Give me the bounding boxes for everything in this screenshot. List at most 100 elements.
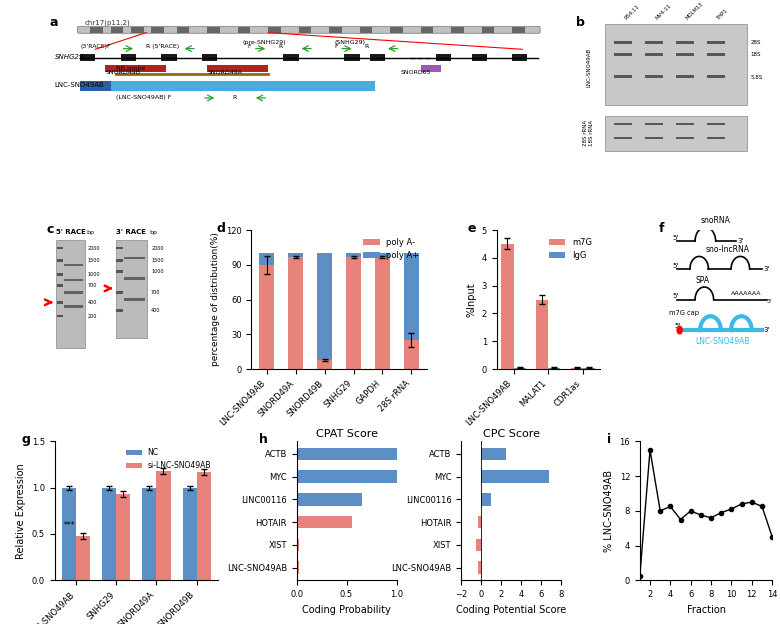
Bar bbox=[56, 285, 63, 287]
Bar bbox=[64, 291, 83, 294]
Bar bbox=[151, 27, 164, 32]
Text: (SNHG29): (SNHG29) bbox=[335, 41, 365, 46]
Text: bp: bp bbox=[150, 230, 158, 235]
Bar bbox=[80, 54, 95, 61]
Text: SNORD65: SNORD65 bbox=[400, 71, 431, 76]
Text: LNC-SNO49AB: LNC-SNO49AB bbox=[587, 48, 591, 87]
Bar bbox=[645, 123, 663, 125]
Text: f: f bbox=[659, 222, 665, 235]
Text: 5': 5' bbox=[672, 293, 679, 299]
Bar bbox=[289, 256, 303, 369]
Text: R: R bbox=[232, 95, 237, 100]
Bar bbox=[583, 368, 595, 369]
Bar bbox=[676, 123, 694, 125]
Bar bbox=[111, 27, 123, 32]
Y-axis label: Relative Expression: Relative Expression bbox=[16, 463, 27, 558]
Bar bbox=[90, 27, 103, 32]
Bar bbox=[296, 470, 396, 483]
Bar bbox=[605, 24, 746, 105]
Bar bbox=[329, 27, 342, 32]
Bar bbox=[197, 472, 211, 580]
Bar bbox=[707, 123, 725, 125]
Bar bbox=[289, 253, 303, 256]
Bar bbox=[404, 340, 419, 369]
Y-axis label: percentage of distribution(%): percentage of distribution(%) bbox=[211, 233, 221, 366]
Bar bbox=[571, 368, 583, 369]
Legend: m7G, IgG: m7G, IgG bbox=[545, 234, 595, 263]
Text: 200: 200 bbox=[87, 314, 97, 319]
Text: R (5'RACE): R (5'RACE) bbox=[146, 44, 179, 49]
Text: 5' RACE: 5' RACE bbox=[56, 229, 86, 235]
Text: snoRNA: snoRNA bbox=[700, 216, 730, 225]
Bar bbox=[207, 65, 268, 72]
Bar bbox=[56, 273, 63, 276]
Text: i: i bbox=[607, 433, 611, 446]
Bar bbox=[296, 562, 299, 574]
Bar bbox=[56, 240, 85, 348]
Bar bbox=[299, 27, 311, 32]
Text: 5.8S: 5.8S bbox=[750, 75, 763, 80]
Bar bbox=[62, 487, 76, 580]
Text: bp: bp bbox=[87, 230, 94, 235]
Text: 3': 3' bbox=[763, 266, 769, 272]
Text: sno-lncRNA: sno-lncRNA bbox=[705, 245, 750, 254]
Text: d: d bbox=[216, 222, 225, 235]
Bar bbox=[513, 368, 526, 369]
Text: a: a bbox=[49, 16, 58, 29]
Y-axis label: % LNC-SNO49AB: % LNC-SNO49AB bbox=[604, 470, 614, 552]
Bar bbox=[143, 487, 157, 580]
Bar bbox=[605, 116, 746, 151]
Bar bbox=[676, 76, 694, 79]
Bar bbox=[131, 27, 144, 32]
Bar bbox=[707, 137, 725, 139]
Text: LNC-SNO49AB: LNC-SNO49AB bbox=[695, 337, 750, 346]
Text: chr17(p11.2): chr17(p11.2) bbox=[85, 20, 131, 26]
Bar bbox=[64, 279, 83, 281]
Title: CPAT Score: CPAT Score bbox=[316, 429, 378, 439]
Bar bbox=[317, 360, 332, 369]
Text: 5': 5' bbox=[675, 323, 681, 329]
Bar bbox=[346, 253, 361, 256]
Text: h: h bbox=[259, 433, 268, 446]
Bar bbox=[115, 240, 147, 338]
Bar bbox=[125, 298, 145, 301]
Bar bbox=[471, 54, 487, 61]
Circle shape bbox=[676, 326, 683, 334]
Bar bbox=[56, 247, 63, 250]
Bar bbox=[548, 368, 560, 369]
Bar bbox=[645, 137, 663, 139]
Bar bbox=[390, 27, 402, 32]
FancyBboxPatch shape bbox=[77, 26, 540, 33]
Bar bbox=[436, 54, 451, 61]
Bar bbox=[116, 270, 123, 273]
Bar bbox=[676, 53, 694, 56]
Bar bbox=[157, 471, 171, 580]
Text: 28S: 28S bbox=[750, 40, 761, 45]
Title: CPC Score: CPC Score bbox=[483, 429, 540, 439]
Bar bbox=[283, 54, 299, 61]
Bar bbox=[614, 41, 633, 44]
Bar bbox=[420, 65, 441, 72]
Bar bbox=[116, 291, 123, 294]
Bar bbox=[481, 493, 491, 505]
Text: LNC-SNO49AB: LNC-SNO49AB bbox=[55, 82, 105, 89]
Text: 1000: 1000 bbox=[151, 269, 164, 274]
Bar bbox=[481, 447, 506, 460]
Bar bbox=[345, 54, 360, 61]
Text: 3': 3' bbox=[737, 238, 743, 244]
Bar bbox=[102, 487, 116, 580]
Text: 1500: 1500 bbox=[87, 258, 100, 263]
Text: 2000: 2000 bbox=[87, 246, 100, 251]
Text: MV4-11: MV4-11 bbox=[654, 3, 672, 21]
Bar bbox=[116, 310, 123, 312]
Bar bbox=[105, 65, 166, 72]
Text: ***: *** bbox=[63, 522, 75, 530]
Text: g: g bbox=[22, 433, 30, 446]
Text: MOLM13: MOLM13 bbox=[685, 1, 704, 21]
Text: 5': 5' bbox=[672, 235, 679, 241]
Bar bbox=[176, 27, 190, 32]
Bar bbox=[707, 41, 725, 44]
Bar bbox=[676, 137, 694, 139]
Text: SNORD49B: SNORD49B bbox=[105, 71, 140, 76]
Bar bbox=[116, 494, 130, 580]
